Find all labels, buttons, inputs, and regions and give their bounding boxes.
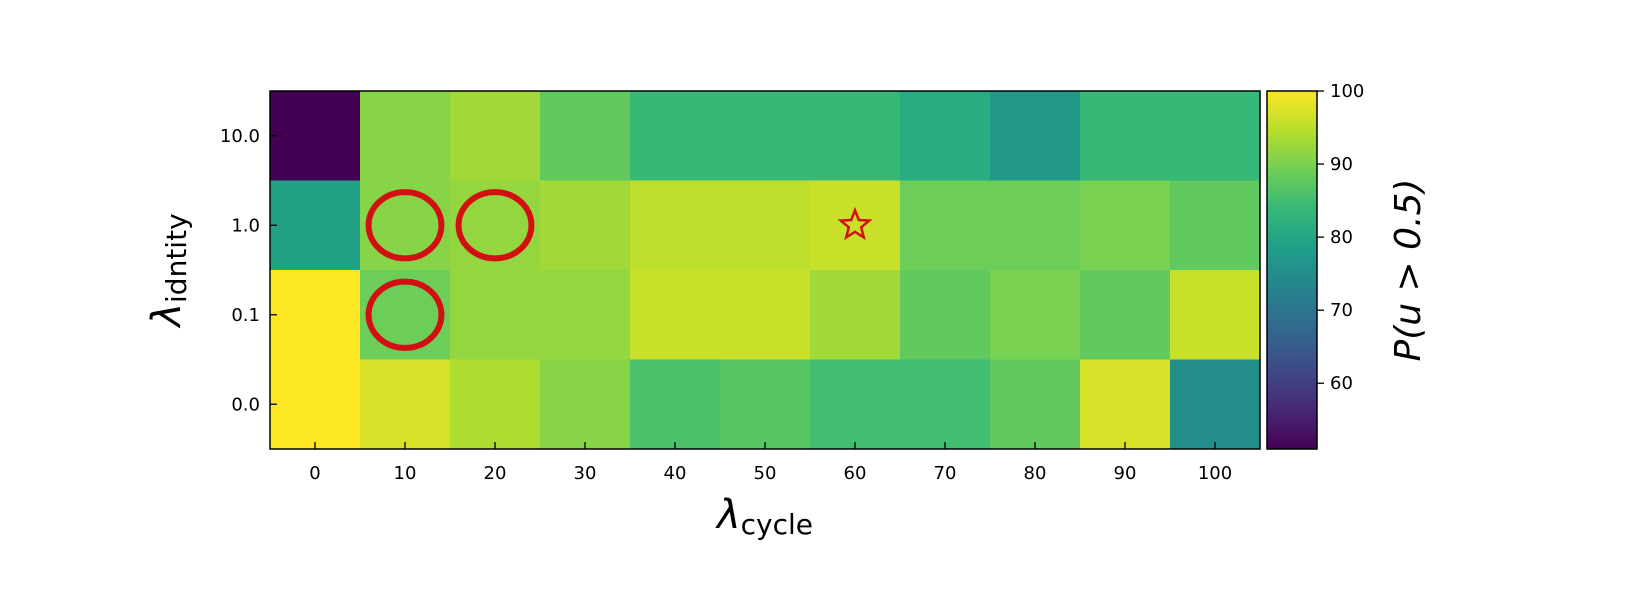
heatmap-cell — [720, 359, 811, 450]
highlight-circle — [455, 189, 535, 262]
heatmap-cell — [360, 91, 451, 181]
heatmap-cell — [270, 180, 361, 271]
heatmap-cell — [900, 359, 991, 450]
heatmap-cell — [540, 91, 631, 181]
heatmap-cell — [900, 180, 991, 271]
heatmap-cell — [900, 270, 991, 360]
heatmap-cell — [990, 270, 1081, 360]
colorbar-tick-label: 70 — [1330, 300, 1353, 321]
x-axis-label-base: λ — [715, 492, 741, 538]
heatmap-cell — [540, 270, 631, 360]
x-tick-label: 70 — [934, 463, 957, 484]
heatmap-cell — [1170, 359, 1261, 450]
heatmap-cell — [630, 359, 721, 450]
colorbar-label: P(u > 0.5) — [1388, 179, 1429, 362]
x-axis-label-sub: cycle — [741, 508, 813, 541]
heatmap-cell — [990, 180, 1081, 271]
heatmap-cell — [540, 180, 631, 271]
y-axis-label: λidntity — [144, 213, 193, 328]
heatmap-cell — [450, 270, 541, 360]
colorbar-tick-label: 80 — [1330, 227, 1353, 248]
x-tick-label: 80 — [1024, 463, 1047, 484]
heatmap-cell — [1080, 270, 1171, 360]
colorbar-tick-label: 60 — [1330, 373, 1353, 394]
x-tick-label: 90 — [1114, 463, 1137, 484]
heatmap-cell — [630, 180, 721, 271]
y-axis-label-sub: idntity — [160, 213, 193, 303]
colorbar-tick-label: 90 — [1330, 154, 1353, 175]
heatmap-cell — [630, 91, 721, 181]
heatmap-cell — [630, 270, 721, 360]
x-tick-label: 0 — [309, 463, 320, 484]
heatmap-cell — [810, 91, 901, 181]
x-tick-label: 20 — [484, 463, 507, 484]
x-axis-label: λcycle — [715, 492, 813, 541]
colorbar-tick-label: 100 — [1330, 81, 1364, 102]
heatmap-cell — [720, 180, 811, 271]
y-tick-label: 0.0 — [231, 394, 260, 415]
heatmap-cell — [1080, 180, 1171, 271]
heatmap-cell — [540, 359, 631, 450]
x-tick-label: 60 — [844, 463, 867, 484]
heatmap-cell — [270, 359, 361, 450]
heatmap-cell — [1170, 91, 1261, 181]
heatmap-cells — [270, 91, 1261, 450]
y-tick-label: 10.0 — [220, 126, 260, 147]
heatmap-cell — [900, 91, 991, 181]
x-axis-ticks: 0 10 20 30 40 50 60 70 80 90 100 — [309, 442, 1232, 484]
x-tick-label: 40 — [664, 463, 687, 484]
heatmap-cell — [1170, 270, 1261, 360]
heatmap-cell — [450, 359, 541, 450]
heatmap-cell — [270, 270, 361, 360]
heatmap-cell — [1170, 180, 1261, 271]
heatmap-cell — [1080, 91, 1171, 181]
heatmap-cell — [990, 91, 1081, 181]
heatmap-cell — [810, 270, 901, 360]
annotations — [365, 189, 873, 351]
heatmap-cell — [1080, 359, 1171, 450]
heatmap-cell — [810, 180, 901, 271]
heatmap-cell — [360, 359, 451, 450]
highlight-circle — [365, 189, 445, 262]
heatmap-cell — [720, 91, 811, 181]
x-tick-label: 50 — [754, 463, 777, 484]
y-axis-ticks: 10.0 1.0 0.1 0.0 — [220, 126, 277, 415]
best-marker-star — [837, 206, 873, 241]
heatmap-cell — [720, 270, 811, 360]
heatmap-cell — [450, 91, 541, 181]
x-tick-label: 10 — [394, 463, 417, 484]
x-tick-label: 100 — [1198, 463, 1232, 484]
x-tick-label: 30 — [574, 463, 597, 484]
heatmap-cell — [810, 359, 901, 450]
y-tick-label: 1.0 — [231, 215, 260, 236]
heatmap-cell — [270, 91, 361, 181]
colorbar-ticks: 60 70 80 90 100 — [1317, 81, 1364, 394]
y-tick-label: 0.1 — [231, 305, 260, 326]
heatmap-cell — [990, 359, 1081, 450]
colorbar — [1266, 90, 1318, 450]
y-axis-label-base: λ — [144, 303, 190, 329]
highlight-circle — [365, 278, 445, 351]
